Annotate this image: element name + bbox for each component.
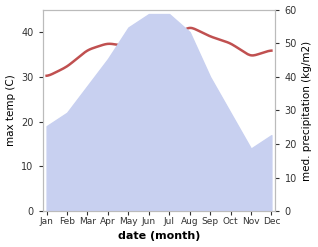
X-axis label: date (month): date (month)	[118, 231, 200, 242]
Y-axis label: max temp (C): max temp (C)	[5, 75, 16, 146]
Y-axis label: med. precipitation (kg/m2): med. precipitation (kg/m2)	[302, 40, 313, 181]
